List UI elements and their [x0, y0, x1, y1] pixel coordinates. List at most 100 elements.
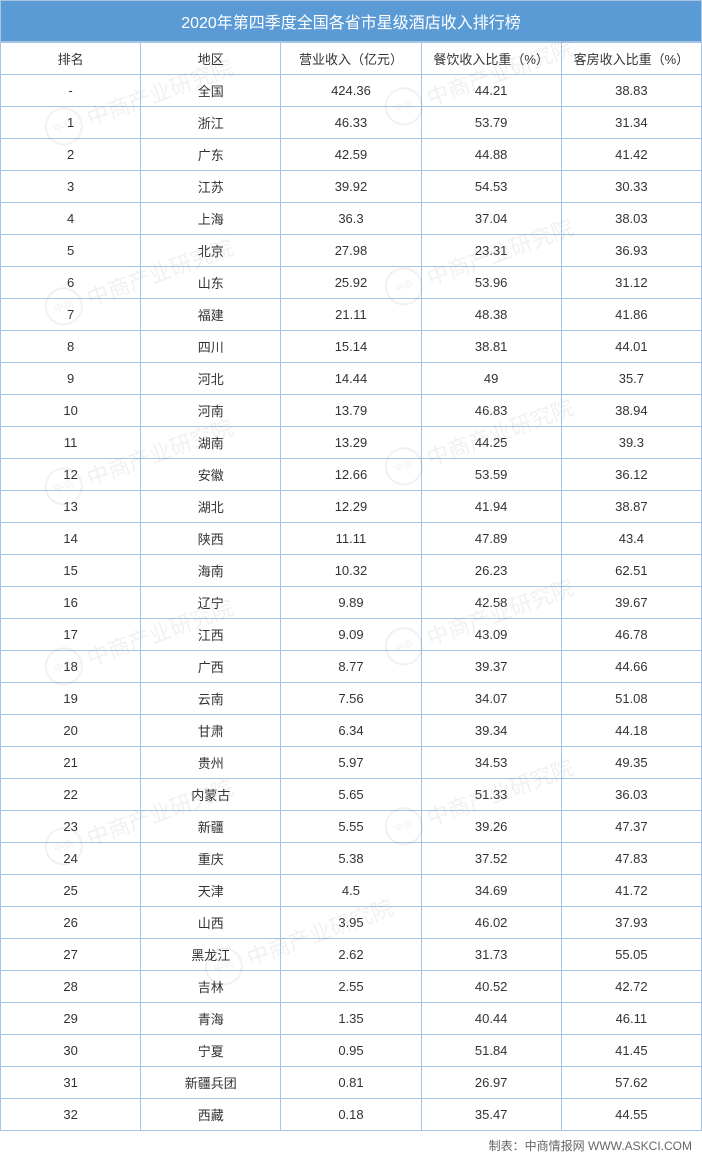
table-row: 10河南13.7946.8338.94 — [1, 395, 702, 427]
cell-2-0: 2 — [1, 139, 141, 171]
table-row: 20甘肃6.3439.3444.18 — [1, 715, 702, 747]
cell-23-3: 39.26 — [421, 811, 561, 843]
table-row: 28吉林2.5540.5242.72 — [1, 971, 702, 1003]
cell-12-4: 36.12 — [561, 459, 701, 491]
cell-3-1: 江苏 — [141, 171, 281, 203]
cell-29-3: 40.44 — [421, 1003, 561, 1035]
cell-27-1: 黑龙江 — [141, 939, 281, 971]
cell-13-2: 12.29 — [281, 491, 421, 523]
cell-20-2: 6.34 — [281, 715, 421, 747]
cell-20-0: 20 — [1, 715, 141, 747]
cell-8-0: 8 — [1, 331, 141, 363]
cell-11-4: 39.3 — [561, 427, 701, 459]
cell-4-2: 36.3 — [281, 203, 421, 235]
cell-0-4: 38.83 — [561, 75, 701, 107]
cell-29-1: 青海 — [141, 1003, 281, 1035]
cell-22-1: 内蒙古 — [141, 779, 281, 811]
cell-28-1: 吉林 — [141, 971, 281, 1003]
cell-10-3: 46.83 — [421, 395, 561, 427]
cell-2-4: 41.42 — [561, 139, 701, 171]
table-title: 2020年第四季度全国各省市星级酒店收入排行榜 — [0, 0, 702, 42]
footer-credit: 制表：中商情报网 WWW.ASKCI.COM — [0, 1131, 702, 1154]
cell-28-4: 42.72 — [561, 971, 701, 1003]
cell-24-1: 重庆 — [141, 843, 281, 875]
cell-4-0: 4 — [1, 203, 141, 235]
cell-6-0: 6 — [1, 267, 141, 299]
cell-23-4: 47.37 — [561, 811, 701, 843]
cell-14-4: 43.4 — [561, 523, 701, 555]
cell-25-1: 天津 — [141, 875, 281, 907]
table-row: 1浙江46.3353.7931.34 — [1, 107, 702, 139]
cell-29-2: 1.35 — [281, 1003, 421, 1035]
cell-31-4: 57.62 — [561, 1067, 701, 1099]
cell-9-3: 49 — [421, 363, 561, 395]
cell-18-3: 39.37 — [421, 651, 561, 683]
cell-5-3: 23.31 — [421, 235, 561, 267]
cell-7-4: 41.86 — [561, 299, 701, 331]
table-row: 29青海1.3540.4446.11 — [1, 1003, 702, 1035]
page-container: 2020年第四季度全国各省市星级酒店收入排行榜 排名地区营业收入（亿元）餐饮收入… — [0, 0, 702, 1154]
cell-27-4: 55.05 — [561, 939, 701, 971]
cell-32-1: 西藏 — [141, 1099, 281, 1131]
table-row: 4上海36.337.0438.03 — [1, 203, 702, 235]
cell-14-1: 陕西 — [141, 523, 281, 555]
cell-2-3: 44.88 — [421, 139, 561, 171]
table-row: 31新疆兵团0.8126.9757.62 — [1, 1067, 702, 1099]
cell-26-2: 3.95 — [281, 907, 421, 939]
cell-31-3: 26.97 — [421, 1067, 561, 1099]
table-row: 18广西8.7739.3744.66 — [1, 651, 702, 683]
cell-3-4: 30.33 — [561, 171, 701, 203]
table-header-row: 排名地区营业收入（亿元）餐饮收入比重（%）客房收入比重（%） — [1, 43, 702, 75]
table-row: 25天津4.534.6941.72 — [1, 875, 702, 907]
table-row: 9河北14.444935.7 — [1, 363, 702, 395]
cell-4-3: 37.04 — [421, 203, 561, 235]
cell-8-3: 38.81 — [421, 331, 561, 363]
cell-8-2: 15.14 — [281, 331, 421, 363]
cell-1-4: 31.34 — [561, 107, 701, 139]
cell-6-2: 25.92 — [281, 267, 421, 299]
cell-1-0: 1 — [1, 107, 141, 139]
cell-9-1: 河北 — [141, 363, 281, 395]
table-row: 16辽宁9.8942.5839.67 — [1, 587, 702, 619]
cell-21-2: 5.97 — [281, 747, 421, 779]
cell-4-1: 上海 — [141, 203, 281, 235]
cell-25-2: 4.5 — [281, 875, 421, 907]
cell-6-1: 山东 — [141, 267, 281, 299]
cell-12-3: 53.59 — [421, 459, 561, 491]
cell-20-1: 甘肃 — [141, 715, 281, 747]
cell-21-3: 34.53 — [421, 747, 561, 779]
cell-2-2: 42.59 — [281, 139, 421, 171]
cell-16-4: 39.67 — [561, 587, 701, 619]
cell-1-1: 浙江 — [141, 107, 281, 139]
ranking-table: 排名地区营业收入（亿元）餐饮收入比重（%）客房收入比重（%） -全国424.36… — [0, 42, 702, 1131]
cell-15-0: 15 — [1, 555, 141, 587]
cell-17-2: 9.09 — [281, 619, 421, 651]
cell-18-4: 44.66 — [561, 651, 701, 683]
cell-32-2: 0.18 — [281, 1099, 421, 1131]
cell-23-1: 新疆 — [141, 811, 281, 843]
cell-1-2: 46.33 — [281, 107, 421, 139]
cell-22-4: 36.03 — [561, 779, 701, 811]
cell-18-0: 18 — [1, 651, 141, 683]
cell-20-3: 39.34 — [421, 715, 561, 747]
cell-10-0: 10 — [1, 395, 141, 427]
cell-23-2: 5.55 — [281, 811, 421, 843]
cell-12-1: 安徽 — [141, 459, 281, 491]
cell-17-3: 43.09 — [421, 619, 561, 651]
cell-16-0: 16 — [1, 587, 141, 619]
cell-24-4: 47.83 — [561, 843, 701, 875]
cell-18-1: 广西 — [141, 651, 281, 683]
table-row: 15海南10.3226.2362.51 — [1, 555, 702, 587]
cell-8-1: 四川 — [141, 331, 281, 363]
table-row: 14陕西11.1147.8943.4 — [1, 523, 702, 555]
cell-24-3: 37.52 — [421, 843, 561, 875]
cell-32-3: 35.47 — [421, 1099, 561, 1131]
table-row: 8四川15.1438.8144.01 — [1, 331, 702, 363]
cell-14-2: 11.11 — [281, 523, 421, 555]
table-row: 11湖南13.2944.2539.3 — [1, 427, 702, 459]
cell-29-0: 29 — [1, 1003, 141, 1035]
cell-0-1: 全国 — [141, 75, 281, 107]
cell-12-0: 12 — [1, 459, 141, 491]
cell-17-0: 17 — [1, 619, 141, 651]
cell-7-2: 21.11 — [281, 299, 421, 331]
